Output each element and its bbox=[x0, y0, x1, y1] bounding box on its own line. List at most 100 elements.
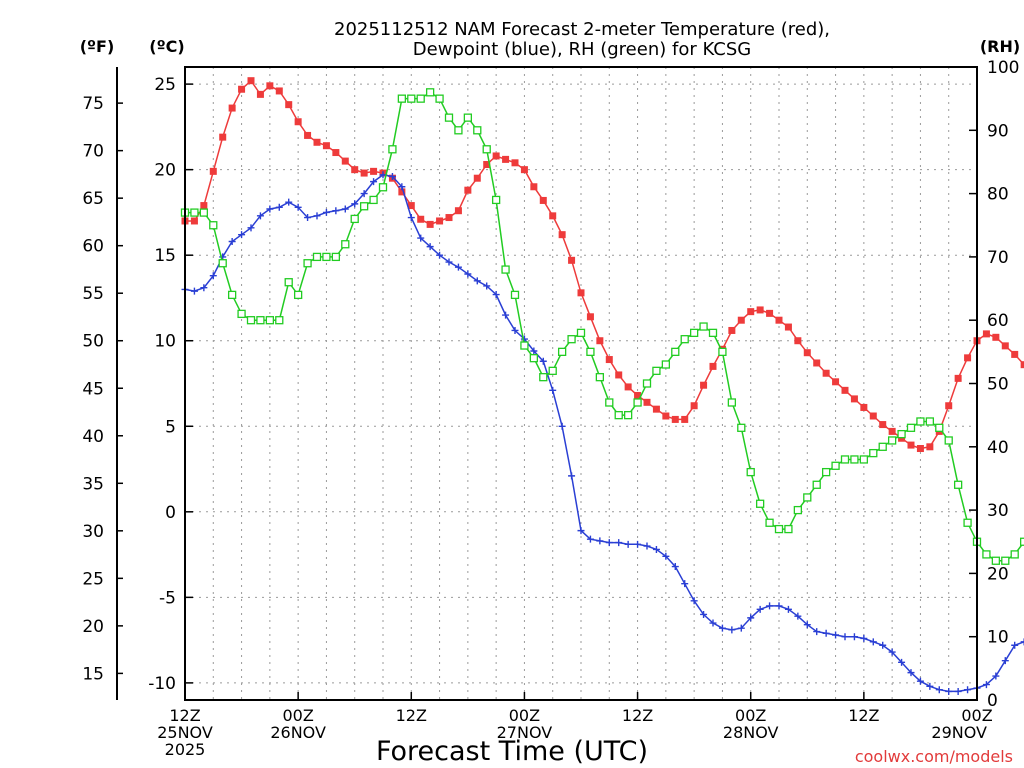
dewpoint-point bbox=[322, 208, 330, 216]
temperature-point bbox=[266, 82, 274, 90]
rh-point bbox=[435, 94, 444, 103]
rh-tick-label: 70 bbox=[987, 248, 1009, 268]
temperature-point bbox=[832, 378, 840, 386]
rh-point bbox=[916, 417, 925, 426]
temperature-point bbox=[219, 133, 227, 141]
rh-point bbox=[784, 524, 793, 534]
temperature-point bbox=[982, 330, 990, 338]
dewpoint-point bbox=[209, 272, 217, 280]
dewpoint-point bbox=[992, 672, 1000, 680]
dewpoint-point bbox=[530, 347, 538, 355]
dewpoint-point bbox=[615, 539, 623, 547]
celsius-tick-label: -5 bbox=[159, 588, 176, 608]
rh-point bbox=[840, 455, 850, 464]
temperature-point bbox=[549, 212, 557, 220]
dewpoint-point bbox=[304, 214, 312, 222]
dewpoint-point bbox=[360, 190, 368, 198]
rh-point bbox=[595, 373, 605, 382]
temperature-point bbox=[436, 217, 444, 225]
rh-tick-label: 90 bbox=[987, 121, 1009, 141]
celsius-tick-label: 10 bbox=[154, 332, 176, 352]
fahrenheit-tick-label: 45 bbox=[82, 379, 104, 399]
dewpoint-point bbox=[634, 540, 642, 548]
temperature-point bbox=[417, 215, 425, 223]
temperature-point bbox=[398, 188, 406, 196]
series-dewpoint bbox=[181, 171, 1024, 695]
dewpoint-point bbox=[605, 539, 613, 547]
dewpoint-point bbox=[700, 610, 708, 618]
rh-point bbox=[576, 328, 586, 338]
dewpoint-point bbox=[898, 658, 906, 666]
rh-point bbox=[963, 518, 972, 527]
dewpoint-point bbox=[756, 605, 764, 613]
temperature-point bbox=[652, 405, 660, 413]
dewpoint-point bbox=[652, 545, 660, 553]
rh-tick-label: 60 bbox=[987, 311, 1009, 331]
rh-point bbox=[246, 316, 256, 325]
temperature-point bbox=[945, 402, 953, 410]
temperature-point bbox=[916, 445, 924, 453]
temperature-point bbox=[756, 306, 764, 314]
rh-point bbox=[869, 448, 878, 458]
rh-point bbox=[803, 493, 812, 502]
temperature-point bbox=[926, 443, 934, 451]
fahrenheit-tick-label: 70 bbox=[82, 142, 104, 162]
temperature-point bbox=[954, 374, 962, 382]
rh-point bbox=[633, 398, 642, 407]
dewpoint-point bbox=[454, 263, 462, 271]
temperature-point bbox=[605, 356, 613, 364]
temperature-point bbox=[888, 427, 896, 435]
rh-point bbox=[482, 145, 491, 154]
rh-point bbox=[1010, 550, 1019, 559]
rh-point bbox=[303, 259, 312, 268]
rh-point bbox=[982, 550, 991, 559]
rh-point bbox=[1001, 556, 1010, 565]
dewpoint-point bbox=[436, 251, 444, 259]
rh-point bbox=[737, 423, 746, 432]
temperature-point bbox=[360, 169, 368, 177]
rh-point bbox=[256, 316, 265, 325]
celsius-tick-label: 5 bbox=[165, 417, 176, 437]
dewpoint-point bbox=[747, 614, 755, 622]
dewpoint-point bbox=[718, 624, 726, 632]
dewpoint-point bbox=[568, 472, 576, 480]
temperature-point bbox=[502, 155, 510, 163]
rh-point bbox=[953, 480, 963, 489]
temperature-point bbox=[879, 421, 887, 429]
dewpoint-point bbox=[888, 648, 896, 656]
rh-point bbox=[293, 290, 303, 300]
rh-tick-label: 50 bbox=[987, 375, 1009, 395]
dewpoint-point bbox=[662, 552, 670, 560]
dewpoint-point bbox=[803, 621, 811, 629]
temperature-point bbox=[775, 316, 783, 324]
temperature-point bbox=[709, 362, 717, 370]
temperature-point bbox=[784, 323, 792, 331]
celsius-unit-label: (ºC) bbox=[149, 37, 184, 56]
temperature-point bbox=[426, 220, 434, 228]
temperature-point bbox=[794, 337, 802, 345]
rh-point bbox=[548, 366, 557, 375]
rh-point bbox=[425, 88, 435, 97]
temperature-point bbox=[737, 316, 745, 324]
dewpoint-point bbox=[200, 284, 208, 292]
series-layer bbox=[180, 77, 1024, 695]
dewpoint-point bbox=[1001, 657, 1009, 665]
rh-point bbox=[331, 252, 341, 262]
rh-point bbox=[614, 410, 623, 420]
rh-point bbox=[369, 195, 378, 205]
dewpoint-point bbox=[275, 203, 283, 211]
dewpoint-point bbox=[935, 686, 943, 694]
temperature-point bbox=[209, 167, 217, 175]
dewpoint-point bbox=[388, 172, 396, 180]
celsius-tick-label: 20 bbox=[154, 161, 176, 181]
rh-point bbox=[652, 366, 661, 375]
temperature-point bbox=[671, 415, 679, 423]
rh-point bbox=[388, 145, 397, 154]
rh-point bbox=[859, 455, 869, 464]
temperature-point bbox=[511, 159, 519, 167]
temperature-point bbox=[860, 403, 868, 411]
temperature-point bbox=[256, 90, 264, 98]
dewpoint-point bbox=[775, 602, 783, 610]
dewpoint-point bbox=[256, 212, 264, 220]
temperature-point bbox=[586, 313, 594, 321]
